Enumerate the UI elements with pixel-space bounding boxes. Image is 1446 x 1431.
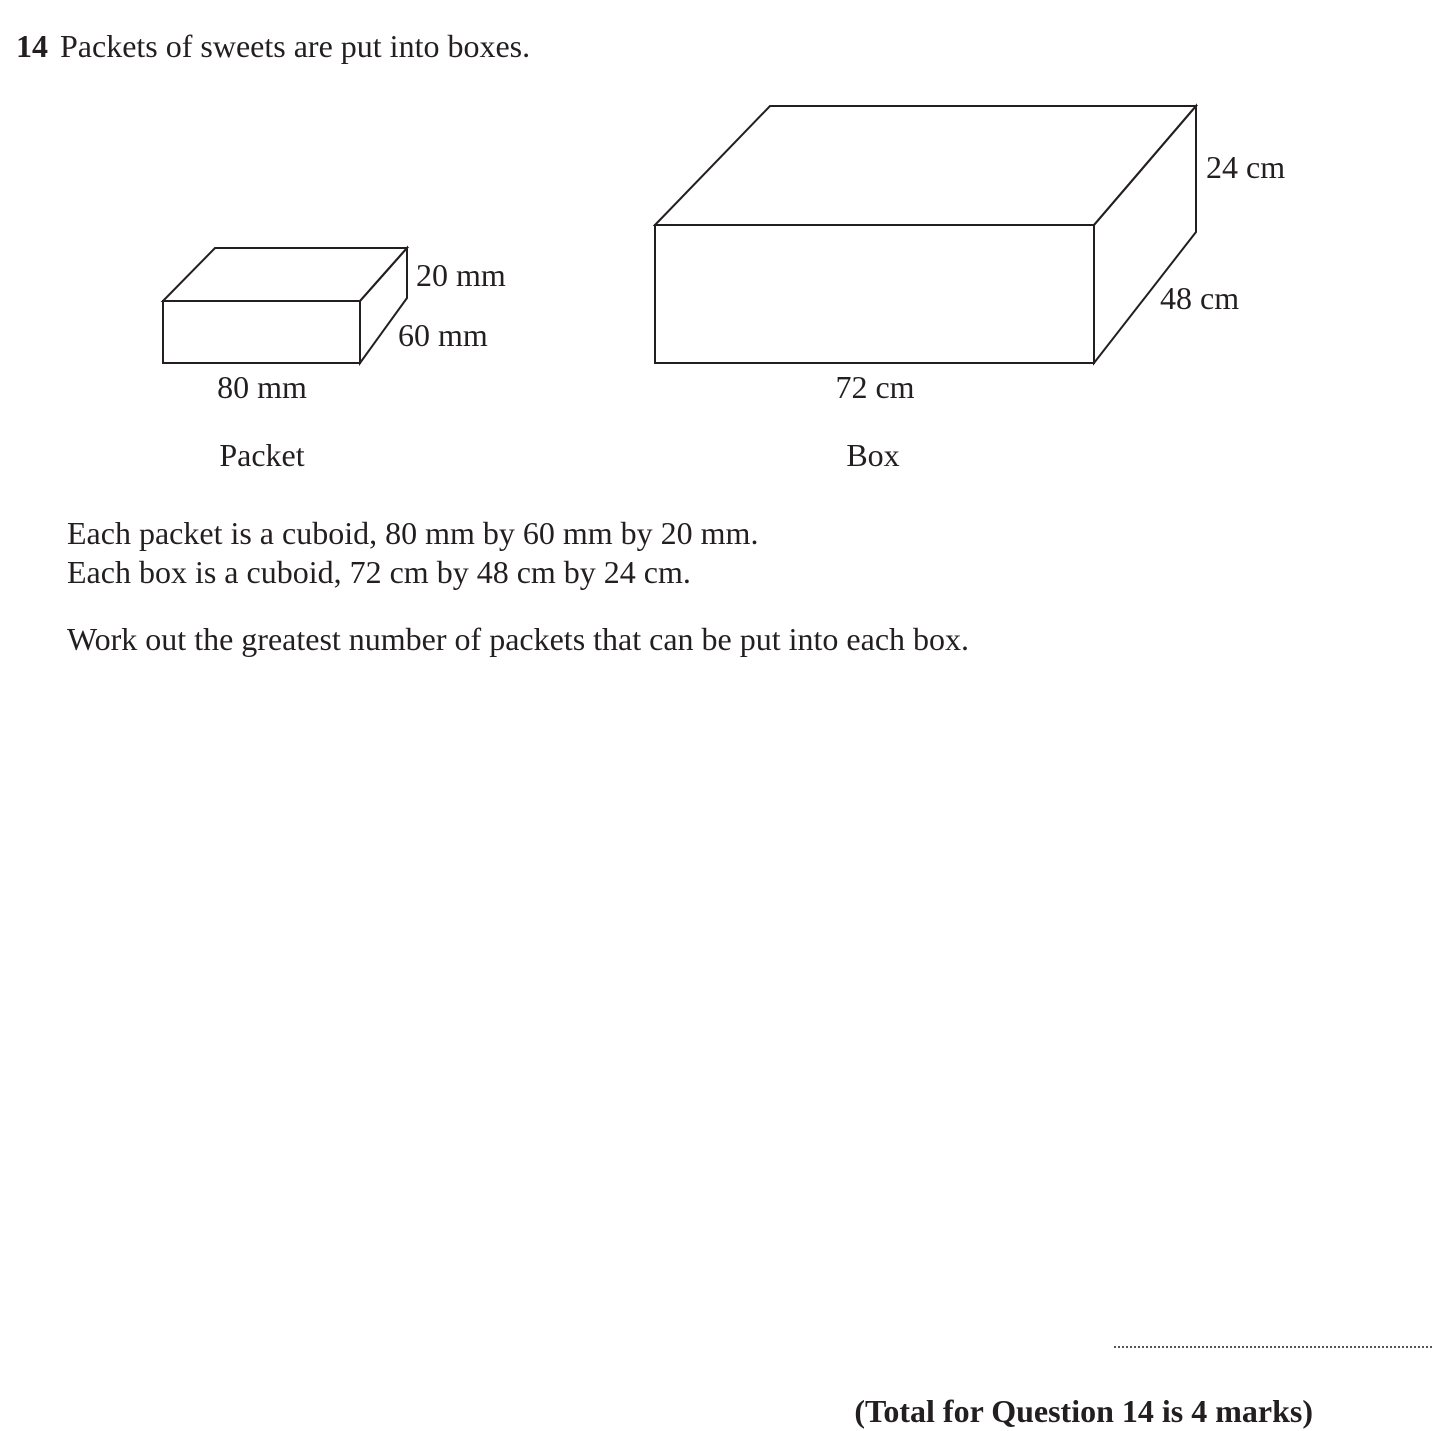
box-cuboid [652, 103, 1199, 366]
box-top-face [652, 105, 1199, 226]
question-intro: Packets of sweets are put into boxes. [60, 28, 531, 64]
box-caption: Box [846, 437, 899, 473]
packet-height-label: 20 mm [416, 257, 506, 293]
total-marks: (Total for Question 14 is 4 marks) [854, 1393, 1313, 1429]
packet-front-face [162, 300, 361, 364]
box-side-face [1093, 103, 1197, 366]
box-height-label: 24 cm [1206, 149, 1285, 185]
packet-top-face [160, 247, 410, 302]
packet-description: Each packet is a cuboid, 80 mm by 60 mm … [67, 515, 759, 551]
question-header: 14 Packets of sweets are put into boxes. [16, 26, 530, 66]
packet-depth-label: 60 mm [398, 317, 488, 353]
packet-caption: Packet [219, 437, 304, 473]
packet-width-label: 80 mm [217, 369, 307, 405]
box-width-label: 72 cm [835, 369, 914, 405]
box-front-face [654, 224, 1095, 364]
cuboid-diagrams: 20 mm 60 mm 80 mm Packet 24 cm 48 cm 72 … [160, 103, 1285, 473]
box-description: Each box is a cuboid, 72 cm by 48 cm by … [67, 554, 691, 590]
answer-line[interactable] [1114, 1346, 1432, 1348]
question-instruction: Work out the greatest number of packets … [67, 621, 970, 657]
packet-side-face [359, 245, 408, 367]
question-number: 14 [16, 28, 48, 64]
box-depth-label: 48 cm [1160, 280, 1239, 316]
packet-cuboid [160, 245, 410, 367]
